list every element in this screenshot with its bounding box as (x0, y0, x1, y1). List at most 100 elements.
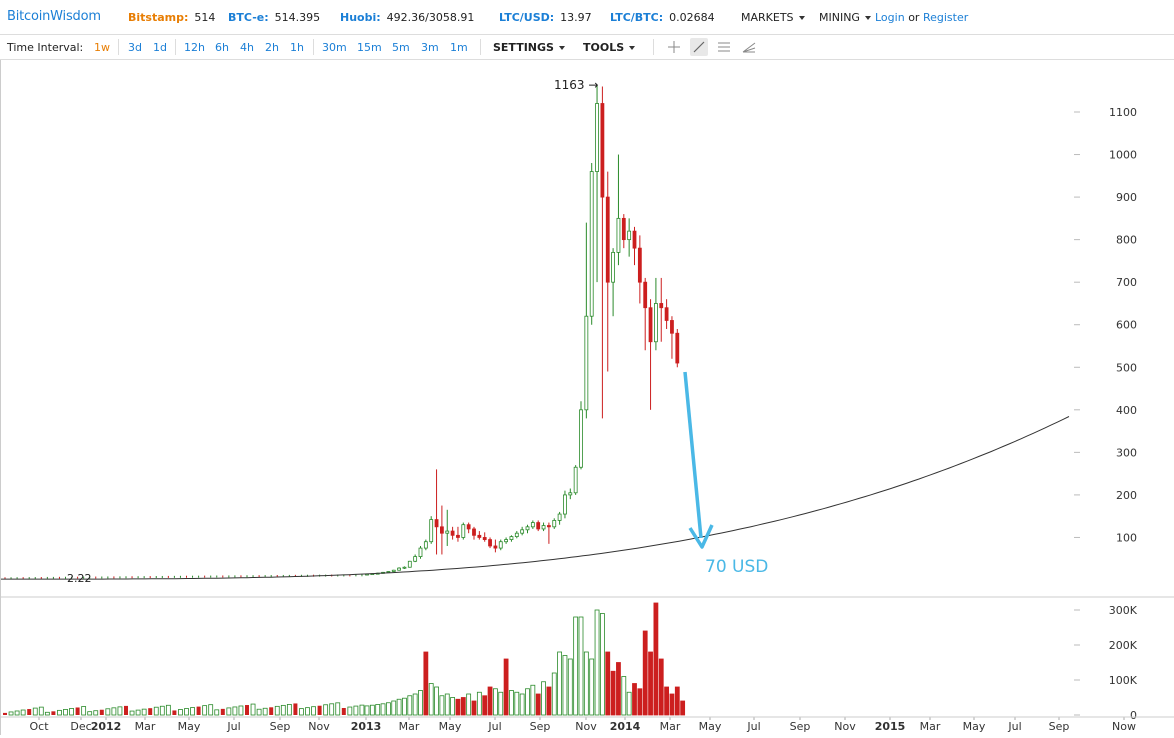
login-link[interactable]: Login (875, 11, 905, 24)
volume-bar (412, 693, 418, 716)
time-axis-label: Nov (308, 720, 330, 733)
fan-lines-icon[interactable] (740, 38, 758, 56)
ticker-huobi[interactable]: Huobi: 492.36/3058.91 (340, 11, 474, 24)
volume-bar (492, 688, 498, 716)
volume-bar (148, 708, 153, 715)
volume-bars (364, 602, 686, 716)
interval-3m[interactable]: 3m (421, 41, 439, 54)
volume-bar (519, 693, 525, 716)
volume-bar (105, 708, 111, 716)
time-axis-label: Mar (399, 720, 420, 733)
interval-15m[interactable]: 15m (357, 41, 382, 54)
crosshair-icon[interactable] (665, 38, 683, 56)
volume-bar (658, 658, 664, 716)
candle-body (632, 230, 637, 249)
volume-bar (280, 704, 286, 716)
ticker-bitstamp[interactable]: Bitstamp: 514 (128, 11, 215, 24)
candle-body (605, 196, 610, 283)
volume-bar (14, 710, 20, 716)
volume-bar (87, 711, 93, 716)
volume-bar (256, 708, 262, 716)
volume-bar (99, 709, 104, 715)
candle-body (450, 530, 455, 536)
volume-bar (153, 706, 159, 716)
ticker-btce[interactable]: BTC-e: 514.395 (228, 11, 320, 24)
volume-bar (208, 704, 214, 716)
interval-30m[interactable]: 30m (322, 41, 347, 54)
volume-bar (63, 709, 68, 716)
time-axis-label: Now (1112, 720, 1136, 733)
chart-area[interactable]: 100 200 300 400 500 600 700 800 900 1000 1100 0 100… (0, 60, 1174, 735)
volume-bar (669, 693, 675, 716)
volume-bar (434, 686, 439, 716)
chart-toolbar: Time Interval: 1w 3d 1d 12h 6h 4h 2h 1h … (0, 35, 1174, 60)
time-axis-label: Dec (70, 720, 91, 733)
volume-bar (69, 708, 74, 716)
target-label: 70 USD (705, 557, 768, 577)
candle-body (600, 103, 605, 198)
interval-6h[interactable]: 6h (215, 41, 229, 54)
interval-1h[interactable]: 1h (290, 41, 304, 54)
mining-menu[interactable]: MINING (819, 11, 871, 24)
interval-5m[interactable]: 5m (392, 41, 410, 54)
volume-bar (509, 690, 514, 716)
volume-bar (610, 670, 616, 716)
volume-bar (124, 705, 128, 715)
interval-1w[interactable]: 1w (94, 41, 110, 54)
ticker-value: 514 (194, 11, 216, 24)
markets-menu[interactable]: MARKETS (741, 11, 805, 24)
ticker-value: 514.395 (274, 11, 321, 24)
volume-bar (503, 658, 509, 716)
markets-label: MARKETS (741, 11, 794, 24)
high-label: 1163 → (554, 78, 598, 92)
volume-axis: 0 100K 200K 300K (1074, 604, 1138, 722)
volume-bar (664, 686, 669, 716)
tools-menu[interactable]: TOOLS (583, 41, 636, 54)
time-axis-label: Nov (575, 720, 597, 733)
volume-bar (423, 651, 429, 716)
candle-body (589, 171, 594, 317)
time-axis-label: Mar (135, 720, 156, 733)
interval-2h[interactable]: 2h (265, 41, 279, 54)
volume-bar (335, 702, 341, 716)
horizontal-lines-icon[interactable] (715, 38, 733, 56)
high-value: 1163 (554, 78, 585, 92)
candle-body (407, 560, 412, 568)
price-tick-label: 900 (1116, 191, 1137, 204)
volume-bar (286, 704, 292, 716)
volume-bar (57, 709, 62, 716)
time-axis-label: 2015 (875, 720, 906, 733)
candle-body (461, 524, 466, 538)
candle-body (514, 532, 519, 538)
volume-bar (293, 703, 298, 715)
volume-bar (530, 684, 536, 716)
tools-label: TOOLS (583, 41, 625, 54)
app-logo[interactable]: BitcoinWisdom (7, 9, 101, 24)
volume-bar (341, 708, 346, 715)
volume-bar (238, 705, 244, 716)
interval-4h[interactable]: 4h (240, 41, 254, 54)
register-link[interactable]: Register (922, 11, 969, 24)
divider (653, 39, 654, 55)
interval-1m[interactable]: 1m (450, 41, 468, 54)
volume-bar (551, 672, 557, 716)
ticker-ltc-usd[interactable]: LTC/USD: 13.97 (499, 11, 592, 24)
settings-menu[interactable]: SETTINGS (493, 41, 565, 54)
ticker-ltc-btc[interactable]: LTC/BTC: 0.02684 (610, 11, 715, 24)
volume-bar (20, 709, 26, 716)
volume-bar (642, 630, 648, 716)
candle-body (477, 534, 482, 538)
volume-bar (184, 708, 189, 716)
candle-body (568, 492, 573, 496)
ticker-label: BTC-e: (228, 11, 269, 24)
time-axis-label: Sep (790, 720, 811, 733)
interval-1d[interactable]: 1d (153, 41, 167, 54)
trend-line-icon[interactable] (690, 38, 708, 56)
interval-12h[interactable]: 12h (184, 41, 205, 54)
interval-3d[interactable]: 3d (128, 41, 142, 54)
candle-body (418, 547, 423, 558)
candle-body (579, 409, 583, 468)
price-chart[interactable]: 100 200 300 400 500 600 700 800 900 1000 1100 0 100… (1, 60, 1174, 735)
price-tick-label: 1000 (1109, 149, 1137, 162)
volume-bar (466, 693, 472, 716)
